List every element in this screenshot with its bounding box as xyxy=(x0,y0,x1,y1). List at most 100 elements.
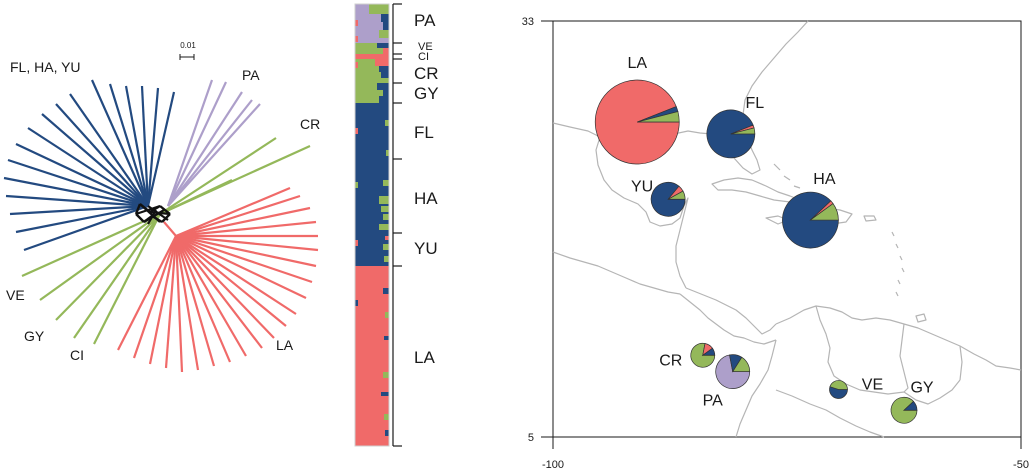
ancestry-bar-accent xyxy=(379,66,389,72)
tree-branch-la xyxy=(148,235,178,365)
tree-branch-fl-ha-yu xyxy=(23,204,149,252)
tree-branch-la xyxy=(132,235,178,359)
phylogenetic-tree: 0.01 FL, HA, YU PA CR VE GY CI LA xyxy=(3,41,320,373)
ancestry-bar-accent xyxy=(385,430,389,436)
tree-branches-fl-ha-yu xyxy=(3,79,176,252)
bar-label-ci: CI xyxy=(418,51,429,63)
bar-label-gy: GY xyxy=(414,84,439,103)
tree-branch-fl-ha-yu xyxy=(27,127,149,207)
tree-branch-fl-ha-yu xyxy=(15,143,149,207)
ancestry-bar-segment xyxy=(355,266,389,446)
ancestry-bar-accent xyxy=(383,22,389,30)
pie-slice-green xyxy=(829,380,848,390)
tree-branch-pa xyxy=(167,81,227,207)
ancestry-bar-accent xyxy=(385,312,389,318)
pie-label-ve: VE xyxy=(862,376,883,393)
tree-label-ci: CI xyxy=(70,347,84,363)
tree-branch-la xyxy=(164,235,178,369)
tree-branch-cr-ve-gy-ci xyxy=(93,213,161,345)
scale-bar-label: 0.01 xyxy=(180,41,196,50)
pie-slice-green xyxy=(690,342,716,368)
bar-label-la: LA xyxy=(414,348,435,367)
ancestry-bar-accent xyxy=(384,336,389,340)
ancestry-bar-fleck xyxy=(355,240,358,246)
ancestry-bar-accent xyxy=(377,43,389,48)
ancestry-bars xyxy=(355,4,389,446)
bar-label-yu: YU xyxy=(414,239,438,258)
ancestry-bar-accent xyxy=(386,150,389,156)
pie-slice-green xyxy=(667,190,686,200)
map-lon-left-label: -100 xyxy=(542,459,564,471)
ancestry-bar-accent xyxy=(384,414,389,420)
ancestry-bar-accent xyxy=(383,90,389,96)
ancestry-bar-fleck xyxy=(355,128,358,134)
pie-label-cr: CR xyxy=(659,352,682,369)
pie-label-yu: YU xyxy=(631,178,653,195)
map-pie-charts xyxy=(594,79,918,424)
ancestry-bar-accent xyxy=(379,30,389,38)
pie-slice-green xyxy=(637,111,680,123)
tree-label-cr: CR xyxy=(300,116,320,132)
tree-branch-la xyxy=(175,206,311,238)
ancestry-bar-accent xyxy=(377,83,389,90)
tree-branch-la xyxy=(175,235,263,349)
map-lat-bottom-label: 5 xyxy=(528,432,534,444)
bar-label-pa: PA xyxy=(414,11,436,30)
tree-branch-la xyxy=(175,194,301,238)
pie-slice-green xyxy=(730,127,756,135)
tree-label-ve: VE xyxy=(6,287,25,303)
tree-branch-fl-ha-yu xyxy=(146,91,176,207)
pie-label-ha: HA xyxy=(813,171,836,188)
tree-branch-la xyxy=(174,235,200,371)
map-pie-labels: LA FL HA YU CR PA VE GY xyxy=(627,55,933,410)
tree-branch-cr-ve-gy-ci xyxy=(73,213,161,339)
bar-label-fl: FL xyxy=(414,123,434,142)
tree-branch-la xyxy=(175,235,297,315)
tree-branch-la xyxy=(174,235,232,363)
ancestry-bar-accent xyxy=(379,224,389,230)
tree-branch-pa xyxy=(167,103,261,207)
tree-core-network xyxy=(134,203,171,225)
ancestry-bar-accent xyxy=(383,288,389,294)
ancestry-bar-accent xyxy=(383,372,389,378)
tree-branch-la xyxy=(175,235,247,357)
tree-branch-pa xyxy=(167,99,253,207)
tree-branch-la xyxy=(117,235,177,351)
map-lat-top-label: 33 xyxy=(522,16,534,28)
pie-label-la: LA xyxy=(627,55,647,72)
tree-branch-la xyxy=(175,235,287,327)
tree-branches-pa xyxy=(166,79,261,207)
pie-slice-green xyxy=(809,203,839,221)
tree-branch-fl-ha-yu xyxy=(124,85,150,207)
tree-label-fl-ha-yu: FL, HA, YU xyxy=(10,59,81,75)
pie-label-pa: PA xyxy=(703,393,723,410)
ancestry-bar-accent xyxy=(369,4,389,14)
tree-branch-la xyxy=(174,235,216,367)
tree-branch-fl-ha-yu xyxy=(41,113,149,207)
ancestry-bar-accent xyxy=(383,214,389,220)
tree-scale-bar: 0.01 xyxy=(179,41,196,60)
bar-label-ve: VE xyxy=(418,41,433,53)
tree-branch-fl-ha-yu xyxy=(9,204,149,216)
ancestry-bar-accent xyxy=(383,180,389,186)
tree-branch-fl-ha-yu xyxy=(108,83,150,207)
tree-branch-cr-ve-gy-ci xyxy=(39,213,161,301)
ancestry-bar-accent xyxy=(381,392,389,396)
tree-branch-la xyxy=(174,235,184,373)
tree-branch-pa xyxy=(167,91,243,207)
tree-label-la: LA xyxy=(276,337,294,353)
map-panel: 33 5 -100 -50 LA FL HA YU CR PA VE GY xyxy=(522,16,1029,471)
pie-slice-green xyxy=(732,356,751,372)
ancestry-bar-accent xyxy=(381,206,389,212)
ancestry-bar-accent xyxy=(381,14,389,22)
tree-branch-fl-ha-yu xyxy=(55,103,149,207)
ancestry-bar-accent xyxy=(375,59,389,66)
ancestry-bar-accent xyxy=(385,120,389,126)
tree-branch-fl-ha-yu xyxy=(90,79,150,207)
ancestry-bar-accent xyxy=(379,196,389,204)
ancestry-bar-accent xyxy=(383,244,389,250)
bar-label-cr: CR xyxy=(414,64,439,83)
tree-branch-fl-ha-yu xyxy=(5,194,149,208)
pie-slice-fl-ha-yu xyxy=(903,400,918,411)
